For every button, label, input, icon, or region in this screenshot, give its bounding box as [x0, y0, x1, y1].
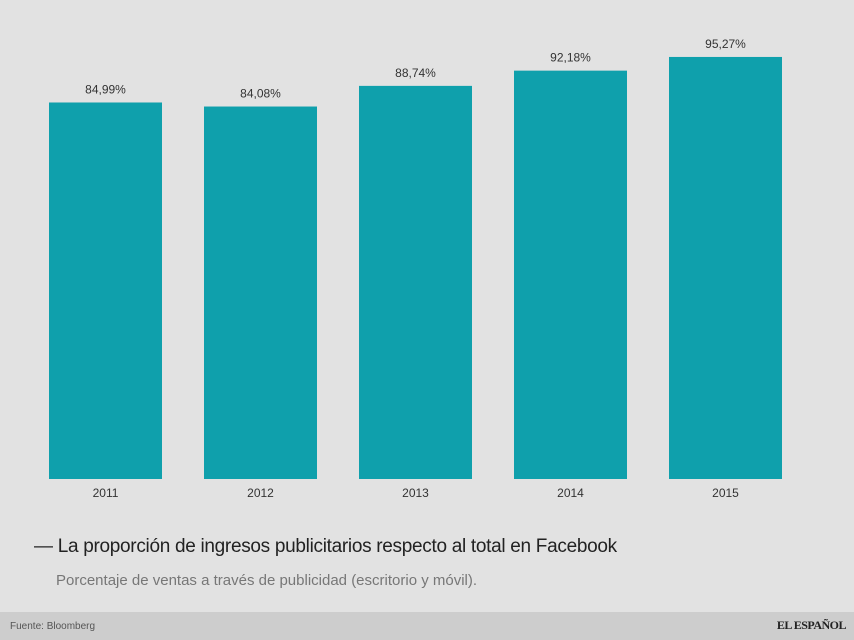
chart-subtitle: Porcentaje de ventas a través de publici… — [56, 572, 478, 589]
data-label: 88,74% — [395, 66, 436, 80]
data-label: 95,27% — [705, 37, 746, 51]
x-tick-label: 2013 — [402, 486, 429, 500]
source-label: Fuente: Bloomberg — [10, 621, 96, 632]
chart-title: — La proporción de ingresos publicitario… — [34, 536, 617, 557]
x-tick-label: 2014 — [557, 486, 584, 500]
bar-2015 — [669, 56, 782, 480]
footer: Fuente: Bloomberg EL ESPAÑOL — [0, 612, 854, 640]
x-tick-label: 2015 — [712, 486, 739, 500]
bar-2014 — [514, 70, 627, 479]
x-tick-label: 2012 — [247, 486, 274, 500]
bar-chart: 84,99% 2011 84,08% 2012 88,74% 2013 92,18% 2014… — [49, 37, 782, 500]
el-espanol-logo: EL ESPAÑOL — [776, 618, 847, 632]
data-label: 92,18% — [550, 51, 591, 65]
chart-title-text: La proporción de ingresos publicitarios … — [57, 536, 617, 557]
bar-2013 — [359, 85, 472, 479]
data-label: 84,99% — [85, 82, 126, 96]
bar-2012 — [204, 106, 317, 479]
data-label: 84,08% — [240, 87, 281, 101]
bar-2011 — [49, 102, 162, 480]
x-tick-label: 2011 — [93, 486, 119, 500]
